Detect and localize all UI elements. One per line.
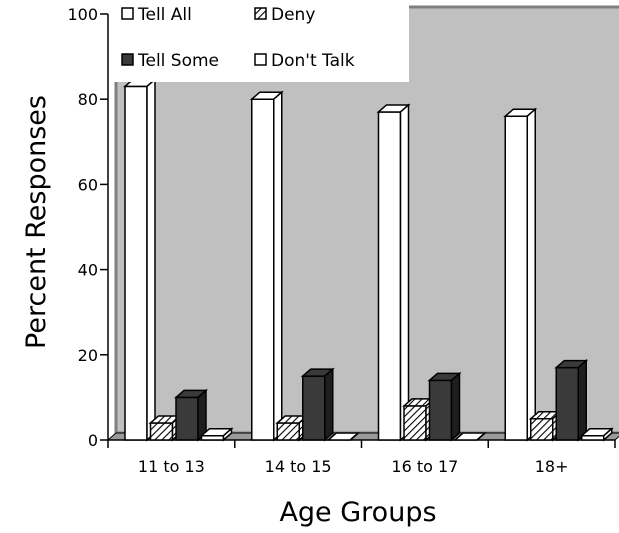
bar-tell-some-11-to-13 [174,388,208,442]
back-wall [114,5,619,435]
axes: 0 20 40 60 80 100 11 to 13 14 to 15 16 to 17 18+ [67,5,616,476]
x-axis-title: Age Groups [279,497,436,528]
bar-tell-all-16-to-17 [376,103,411,442]
legend-item-don-t-talk: Don't Talk [254,51,355,71]
x-tick-label-11-to-13: 11 to 13 [138,457,205,476]
bar-tell-all-14-to-15 [249,90,284,442]
legend-item-deny: Deny [254,5,315,25]
y-axis-title: Percent Responses [21,95,52,349]
legend-item-tell-all: Tell All [121,5,192,25]
bar-don-t-talk-14-to-15 [326,432,361,441]
legend-label: Don't Talk [271,51,355,71]
y-tick-label: 0 [88,431,98,450]
y-tick-label: 60 [78,175,98,194]
bars [123,77,614,442]
x-tick-label-14-to-15: 14 to 15 [265,457,332,476]
bar-tell-some-16-to-17 [427,371,462,442]
bar-tell-some-14-to-15 [300,367,335,442]
legend: Tell All Deny Tell Some Don't Talk [114,2,409,82]
bar-tell-some-18 [554,358,589,442]
legend-swatch [121,7,134,20]
bar-tell-all-18 [503,107,538,442]
legend-swatch [254,53,267,66]
bar-tell-all-11-to-13 [123,77,157,442]
y-tick-label: 80 [78,90,98,109]
legend-swatch [254,7,267,20]
bar-deny-11-to-13 [148,414,183,442]
bar-don-t-talk-11-to-13 [199,427,234,442]
x-tick-label-18: 18+ [535,457,569,476]
y-tick-label: 100 [67,5,98,24]
bar-don-t-talk-18 [579,427,614,442]
legend-label: Tell Some [137,51,219,71]
legend-label: Deny [271,5,315,25]
legend-swatch [121,53,134,66]
legend-label: Tell All [137,5,192,25]
bar-don-t-talk-16-to-17 [453,432,487,441]
x-tick-label-16-to-17: 16 to 17 [391,457,458,476]
legend-item-tell-some: Tell Some [121,51,219,71]
y-tick-label: 20 [78,346,98,365]
y-tick-label: 40 [78,261,98,280]
